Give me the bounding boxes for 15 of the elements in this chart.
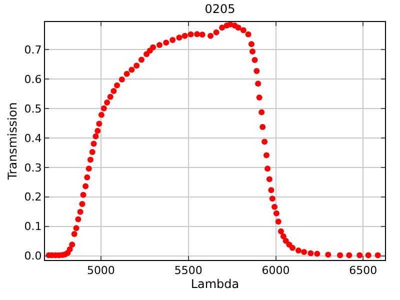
y-tick-label: 0.6 — [24, 72, 42, 86]
y-tick-label: 0.0 — [24, 250, 42, 263]
y-tick-label: 0.7 — [24, 43, 42, 56]
x-tick-label: 5000 — [86, 264, 115, 278]
y-axis-title: Transmission — [6, 102, 20, 181]
y-tick-label: 0.3 — [24, 161, 42, 174]
chart-title: 0205 — [204, 2, 236, 16]
y-tick-label: 0.5 — [24, 102, 42, 116]
y-tick-label: 0.4 — [24, 132, 42, 145]
x-tick-label: 6000 — [262, 264, 290, 278]
x-tick-label: 6500 — [349, 264, 378, 278]
x-axis-title: Lambda — [190, 277, 240, 292]
x-tick-label: 5500 — [174, 264, 202, 278]
y-tick-label: 0.2 — [24, 190, 42, 204]
y-tick-label: 0.1 — [24, 220, 42, 234]
